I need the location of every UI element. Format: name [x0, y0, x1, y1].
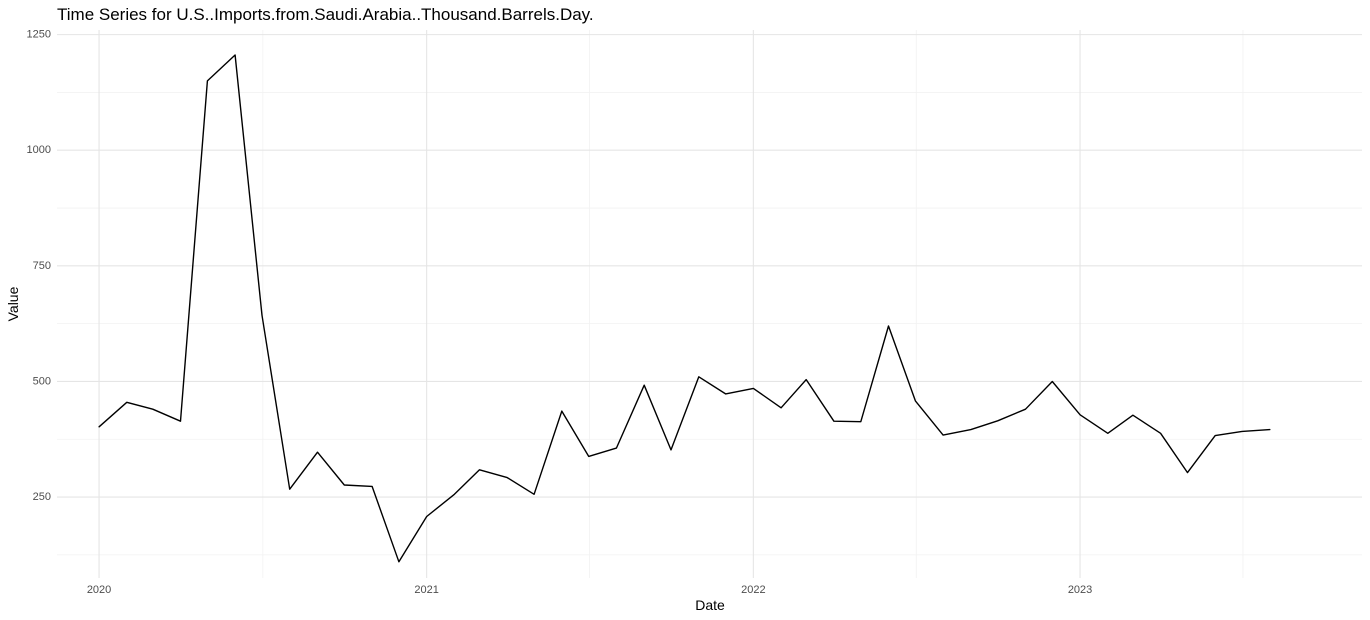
x-tick-label: 2022: [741, 584, 765, 596]
chart-title: Time Series for U.S..Imports.from.Saudi.…: [57, 5, 594, 24]
y-tick-label: 750: [33, 260, 51, 272]
y-tick-label: 250: [33, 491, 51, 503]
x-tick-label: 2020: [87, 584, 111, 596]
y-axis-tick-labels: 250 500 750 1000 1250: [27, 29, 51, 503]
minor-x-gridlines: [262, 30, 1244, 578]
major-y-gridlines: [57, 34, 1362, 498]
y-axis-title: Value: [5, 286, 21, 321]
series-line: [98, 54, 1271, 563]
y-tick-label: 1250: [27, 29, 51, 41]
x-axis-tick-labels: 2020 2021 2022 2023: [87, 584, 1092, 596]
series-layer: [98, 54, 1271, 563]
x-axis-title: Date: [695, 597, 725, 613]
x-tick-label: 2023: [1068, 584, 1092, 596]
major-x-gridlines: [98, 30, 1081, 578]
y-tick-label: 1000: [27, 144, 51, 156]
minor-y-gridlines: [57, 92, 1362, 556]
x-tick-label: 2021: [414, 584, 438, 596]
y-tick-label: 500: [33, 375, 51, 387]
